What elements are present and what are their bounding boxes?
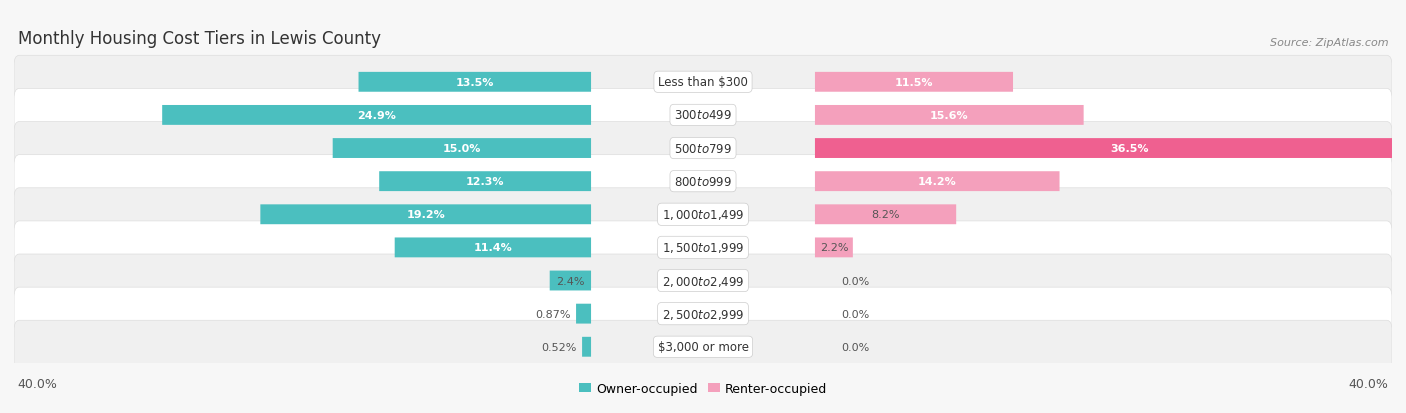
FancyBboxPatch shape [14, 320, 1392, 373]
FancyBboxPatch shape [815, 238, 853, 258]
FancyBboxPatch shape [14, 287, 1392, 340]
Text: 36.5%: 36.5% [1109, 144, 1149, 154]
FancyBboxPatch shape [14, 221, 1392, 274]
Text: 15.0%: 15.0% [443, 144, 481, 154]
Text: 14.2%: 14.2% [918, 177, 956, 187]
Text: 40.0%: 40.0% [1348, 377, 1389, 390]
Text: $1,000 to $1,499: $1,000 to $1,499 [662, 208, 744, 222]
FancyBboxPatch shape [14, 254, 1392, 307]
Text: $300 to $499: $300 to $499 [673, 109, 733, 122]
FancyBboxPatch shape [582, 337, 591, 357]
Text: 11.4%: 11.4% [474, 243, 512, 253]
FancyBboxPatch shape [14, 155, 1392, 208]
FancyBboxPatch shape [550, 271, 591, 291]
FancyBboxPatch shape [162, 106, 591, 126]
Text: 0.0%: 0.0% [841, 276, 869, 286]
Text: 8.2%: 8.2% [872, 210, 900, 220]
FancyBboxPatch shape [395, 238, 591, 258]
Text: 11.5%: 11.5% [894, 78, 934, 88]
Text: 0.0%: 0.0% [841, 309, 869, 319]
Text: 2.4%: 2.4% [557, 276, 585, 286]
Text: 12.3%: 12.3% [465, 177, 505, 187]
Text: 0.52%: 0.52% [541, 342, 576, 352]
Text: 13.5%: 13.5% [456, 78, 494, 88]
Legend: Owner-occupied, Renter-occupied: Owner-occupied, Renter-occupied [579, 382, 827, 395]
Text: Less than $300: Less than $300 [658, 76, 748, 89]
FancyBboxPatch shape [333, 139, 591, 159]
Text: $2,000 to $2,499: $2,000 to $2,499 [662, 274, 744, 288]
Text: 0.87%: 0.87% [536, 309, 571, 319]
Text: $2,500 to $2,999: $2,500 to $2,999 [662, 307, 744, 321]
FancyBboxPatch shape [815, 172, 1060, 192]
FancyBboxPatch shape [815, 139, 1406, 159]
Text: 40.0%: 40.0% [17, 377, 58, 390]
FancyBboxPatch shape [380, 172, 591, 192]
FancyBboxPatch shape [815, 205, 956, 225]
FancyBboxPatch shape [815, 106, 1084, 126]
Text: 15.6%: 15.6% [929, 111, 969, 121]
FancyBboxPatch shape [815, 73, 1012, 93]
Text: Source: ZipAtlas.com: Source: ZipAtlas.com [1270, 38, 1389, 48]
FancyBboxPatch shape [14, 122, 1392, 175]
FancyBboxPatch shape [14, 56, 1392, 109]
FancyBboxPatch shape [14, 89, 1392, 142]
Text: 2.2%: 2.2% [820, 243, 848, 253]
Text: $500 to $799: $500 to $799 [673, 142, 733, 155]
Text: $1,500 to $1,999: $1,500 to $1,999 [662, 241, 744, 255]
Text: $3,000 or more: $3,000 or more [658, 340, 748, 354]
Text: 24.9%: 24.9% [357, 111, 396, 121]
FancyBboxPatch shape [260, 205, 591, 225]
Text: Monthly Housing Cost Tiers in Lewis County: Monthly Housing Cost Tiers in Lewis Coun… [17, 30, 381, 48]
Text: 0.0%: 0.0% [841, 342, 869, 352]
Text: $800 to $999: $800 to $999 [673, 175, 733, 188]
FancyBboxPatch shape [576, 304, 591, 324]
Text: 19.2%: 19.2% [406, 210, 446, 220]
FancyBboxPatch shape [359, 73, 591, 93]
FancyBboxPatch shape [14, 188, 1392, 241]
